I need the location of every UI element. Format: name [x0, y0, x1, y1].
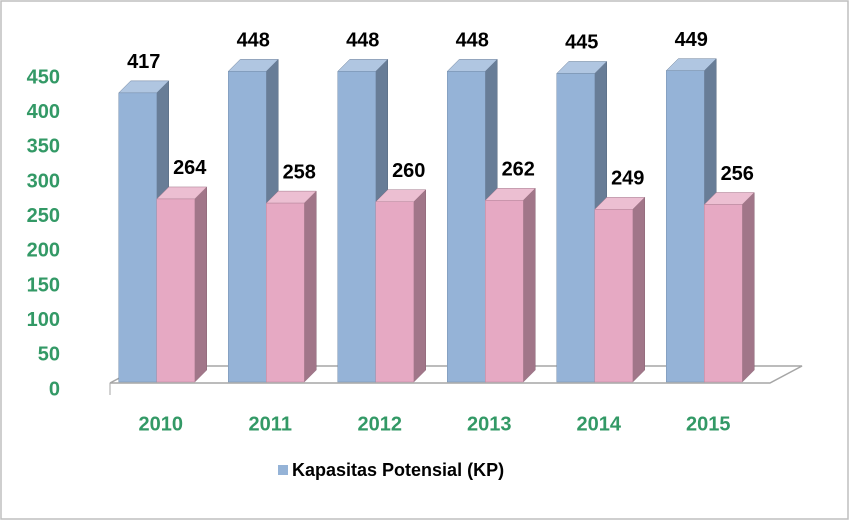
data-label: 258 [283, 161, 316, 183]
bar-3d [337, 58, 389, 383]
legend-label: Kapasitas Potensial (KP) [292, 460, 504, 480]
x-tick-label: 2012 [358, 413, 403, 435]
bar-side [632, 196, 645, 383]
y-tick-label: 350 [27, 136, 60, 158]
bar-3d [156, 186, 208, 383]
bar [485, 200, 524, 383]
bar [594, 209, 633, 383]
bar-3d [484, 187, 536, 383]
y-tick-label: 450 [27, 66, 60, 88]
y-tick-label: 250 [27, 205, 60, 227]
bar-3d [118, 80, 170, 383]
y-tick-label: 150 [27, 274, 60, 296]
bar-side [304, 190, 317, 383]
y-tick-label: 300 [27, 170, 60, 192]
bar [118, 92, 157, 383]
y-tick-label: 0 [49, 378, 60, 400]
y-tick-label: 100 [27, 309, 60, 331]
data-label: 448 [346, 30, 379, 52]
bar-side [742, 191, 755, 383]
bar-3d [265, 190, 317, 383]
data-label: 264 [173, 157, 207, 179]
bar [156, 198, 195, 383]
bar-3d [703, 191, 755, 383]
data-label: 417 [127, 51, 160, 73]
bar [337, 71, 376, 383]
data-label: 449 [675, 29, 708, 51]
bar-side [413, 189, 426, 383]
bar-3d [375, 189, 427, 383]
bar [447, 71, 486, 383]
data-label: 256 [721, 163, 754, 185]
bar [704, 204, 743, 383]
data-label: 249 [611, 168, 644, 190]
x-tick-label: 2011 [249, 413, 292, 435]
data-label: 448 [456, 30, 489, 52]
x-tick-label: 2014 [577, 413, 622, 435]
bar [666, 70, 705, 383]
data-label: 448 [237, 30, 270, 52]
bar [228, 71, 267, 383]
y-tick-label: 400 [27, 101, 60, 123]
y-tick-label: 200 [27, 240, 60, 262]
bar [266, 202, 305, 383]
y-tick-label: 50 [38, 344, 60, 366]
x-tick-label: 2015 [686, 413, 731, 435]
bar [556, 73, 595, 383]
x-tick-label: 2010 [139, 413, 184, 435]
bar [375, 201, 414, 383]
legend-swatch [278, 465, 288, 475]
bar-side [194, 186, 207, 383]
x-tick-label: 2013 [467, 413, 512, 435]
data-label: 262 [502, 159, 535, 181]
data-label: 260 [392, 160, 425, 182]
data-label: 445 [565, 32, 598, 54]
bar-3d [594, 196, 646, 383]
bar-side [523, 187, 536, 383]
